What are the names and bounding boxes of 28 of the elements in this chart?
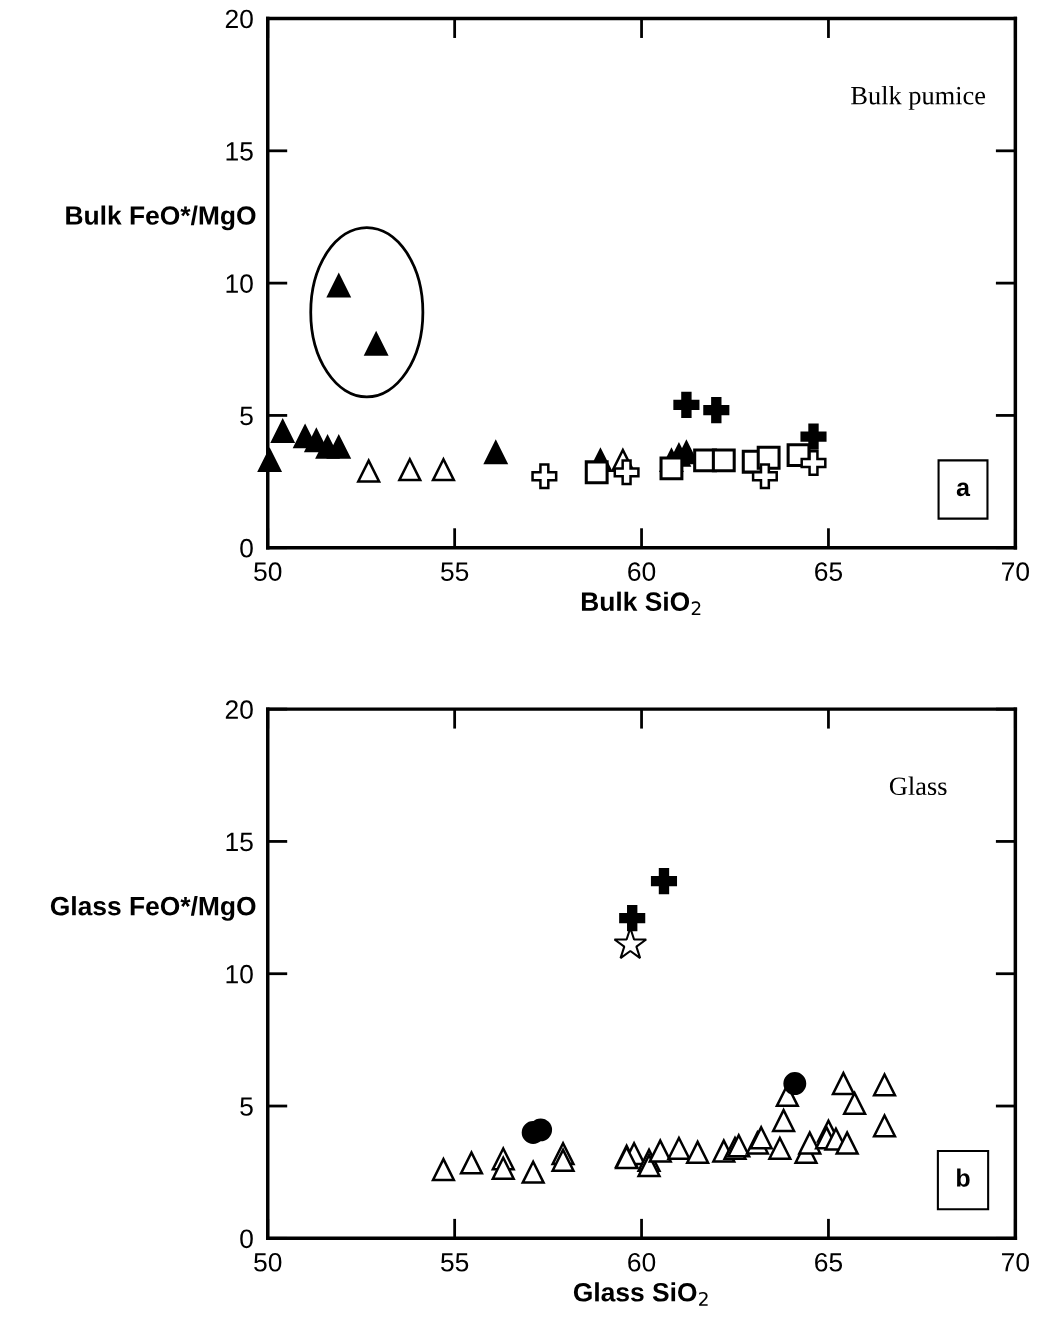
x-axis-title: Glass SiO$_{2}$ xyxy=(573,1282,708,1306)
annotation: Bulk pumice xyxy=(851,85,986,110)
x-tick-label: 60 xyxy=(628,562,656,581)
x-tick-label: 50 xyxy=(254,1252,282,1272)
y-axis-title: Bulk FeO*/MgO xyxy=(66,205,256,231)
y-tick-label: 15 xyxy=(226,832,253,852)
y-axis-title: Glass FeO*/MgO xyxy=(50,896,256,921)
y-tick-label: 20 xyxy=(225,700,253,719)
x-tick-label: 70 xyxy=(1002,1252,1029,1272)
y-tick-label: 5 xyxy=(240,1097,253,1116)
x-tick-label: 70 xyxy=(1002,562,1029,581)
y-tick-label: 0 xyxy=(240,538,253,558)
y-tick-label: 10 xyxy=(226,274,253,293)
y-tick-label: 20 xyxy=(225,9,253,29)
x-axis-title: Bulk SiO$_{2}$ xyxy=(581,591,701,616)
y-tick-label: 15 xyxy=(226,142,253,161)
y-tick-label: 0 xyxy=(240,1229,253,1249)
x-tick-label: 55 xyxy=(441,562,469,581)
annotation: Glass xyxy=(889,776,947,796)
annotation: b xyxy=(957,1168,970,1187)
x-tick-label: 60 xyxy=(628,1252,656,1272)
x-tick-label: 65 xyxy=(815,562,843,581)
x-tick-label: 65 xyxy=(815,1252,843,1272)
y-tick-label: 10 xyxy=(226,964,253,984)
x-tick-label: 50 xyxy=(254,562,282,581)
x-tick-label: 55 xyxy=(441,1253,469,1272)
annotation: a xyxy=(956,482,971,497)
y-tick-label: 5 xyxy=(240,406,253,426)
